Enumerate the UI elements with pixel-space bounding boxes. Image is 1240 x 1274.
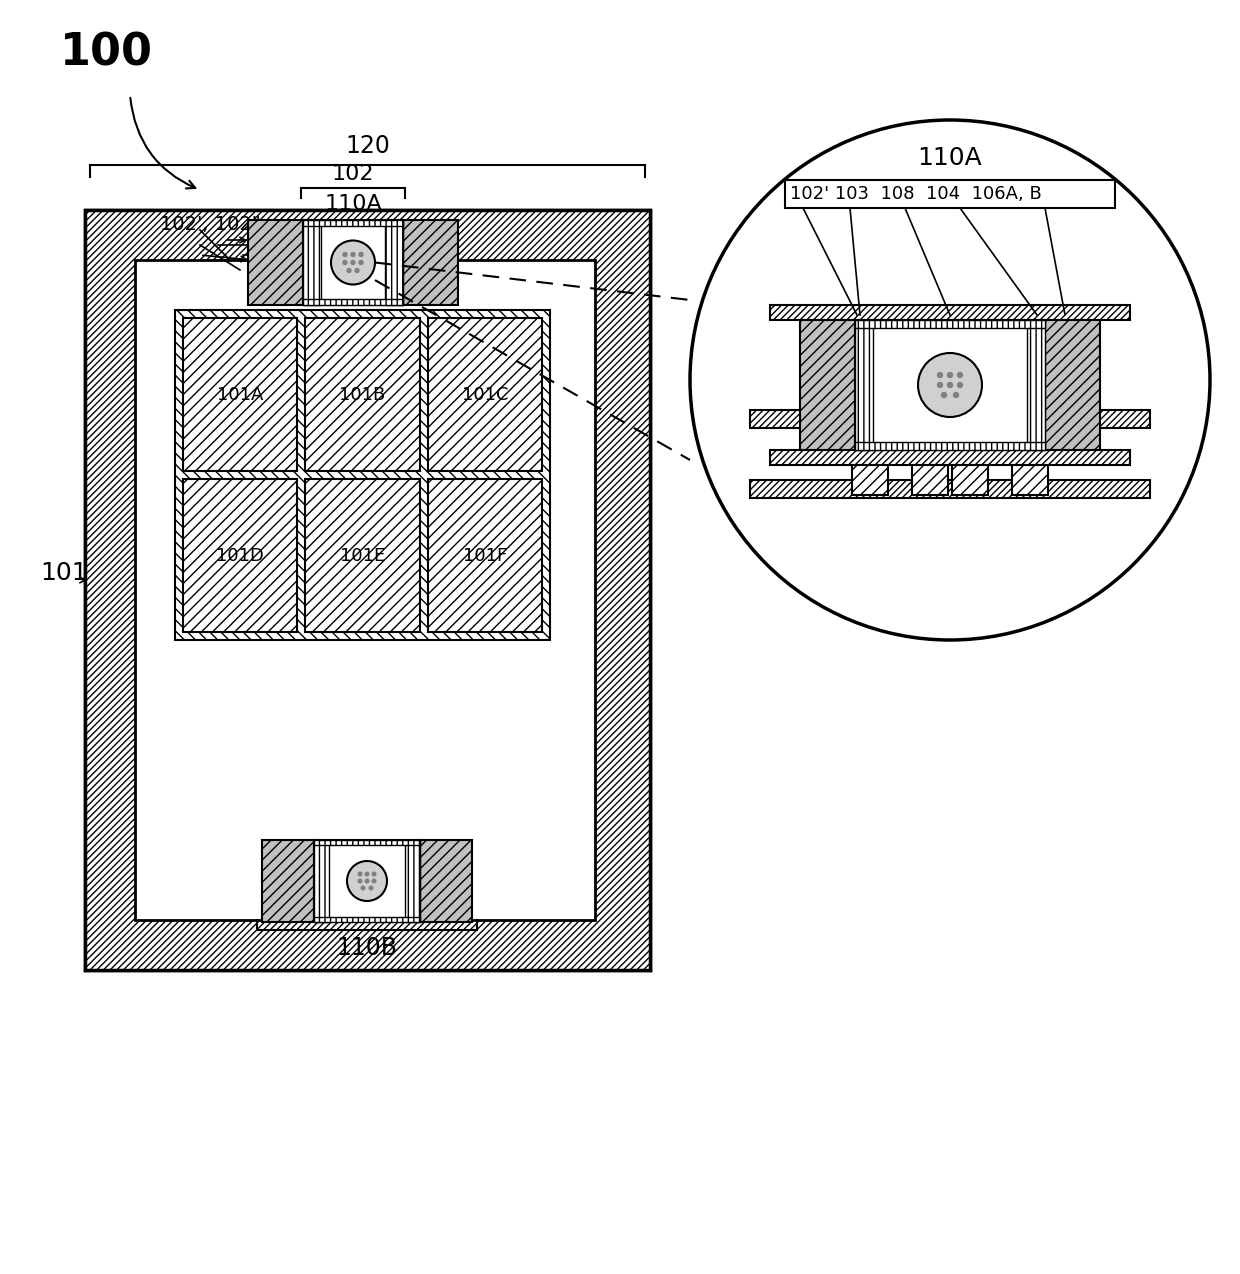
FancyArrowPatch shape: [130, 98, 196, 189]
Circle shape: [331, 241, 374, 284]
Bar: [428, 479, 542, 632]
Bar: [305, 318, 419, 471]
Bar: [135, 260, 595, 920]
Bar: [405, 840, 420, 922]
Text: 101F: 101F: [463, 547, 507, 564]
Circle shape: [360, 252, 363, 256]
Text: 101: 101: [40, 561, 88, 585]
Text: 102: 102: [332, 164, 374, 183]
Bar: [314, 840, 420, 922]
Bar: [770, 304, 1130, 320]
Bar: [262, 840, 314, 922]
Bar: [403, 220, 458, 304]
Circle shape: [947, 372, 952, 377]
Bar: [1045, 320, 1100, 450]
Bar: [184, 479, 298, 632]
Bar: [1012, 465, 1048, 496]
Circle shape: [360, 260, 363, 265]
Bar: [785, 180, 1115, 208]
Circle shape: [937, 372, 942, 377]
Circle shape: [358, 879, 362, 883]
Bar: [911, 465, 949, 496]
Circle shape: [361, 887, 365, 889]
Text: 120: 120: [345, 134, 389, 158]
Text: 101B: 101B: [340, 386, 386, 404]
Circle shape: [343, 260, 347, 265]
Bar: [184, 318, 298, 471]
Circle shape: [918, 353, 982, 417]
Bar: [952, 465, 988, 496]
Bar: [305, 479, 419, 632]
Text: 110B: 110B: [336, 936, 398, 961]
Bar: [86, 210, 650, 970]
Circle shape: [370, 887, 373, 889]
Bar: [856, 320, 873, 450]
Bar: [248, 220, 303, 304]
Circle shape: [372, 873, 376, 875]
Circle shape: [366, 873, 368, 875]
Bar: [770, 450, 1130, 465]
Bar: [314, 840, 420, 845]
Text: 110A: 110A: [918, 147, 982, 169]
Text: 101E: 101E: [340, 547, 386, 564]
Bar: [1027, 320, 1045, 450]
Bar: [303, 220, 403, 225]
Circle shape: [947, 382, 952, 387]
Bar: [750, 480, 1149, 498]
Bar: [856, 320, 1045, 327]
Circle shape: [372, 879, 376, 883]
Circle shape: [954, 392, 959, 397]
Text: 102' 103  108  104  106A, B: 102' 103 108 104 106A, B: [790, 185, 1042, 203]
Bar: [384, 220, 403, 304]
Bar: [750, 410, 1149, 428]
Circle shape: [358, 873, 362, 875]
Text: 100: 100: [60, 31, 153, 74]
Circle shape: [351, 260, 355, 265]
Bar: [800, 320, 856, 450]
Bar: [428, 318, 542, 471]
Bar: [852, 465, 888, 496]
Circle shape: [347, 861, 387, 901]
Text: 101C: 101C: [461, 386, 508, 404]
Circle shape: [355, 269, 360, 273]
Bar: [175, 310, 551, 640]
Circle shape: [957, 372, 962, 377]
Text: 102', 102": 102', 102": [160, 215, 260, 234]
Circle shape: [343, 252, 347, 256]
Bar: [314, 840, 329, 922]
Circle shape: [366, 879, 368, 883]
Bar: [303, 299, 403, 304]
Text: 101A: 101A: [217, 386, 263, 404]
Circle shape: [937, 382, 942, 387]
Bar: [856, 320, 1045, 450]
Bar: [420, 840, 472, 922]
Bar: [303, 220, 321, 304]
Circle shape: [351, 252, 355, 256]
Circle shape: [689, 120, 1210, 640]
Circle shape: [941, 392, 946, 397]
Bar: [86, 210, 650, 970]
Text: 101D: 101D: [216, 547, 264, 564]
Text: 110A: 110A: [324, 194, 382, 214]
Bar: [303, 220, 403, 304]
Bar: [314, 917, 420, 922]
Circle shape: [347, 269, 351, 273]
Bar: [856, 442, 1045, 450]
Circle shape: [957, 382, 962, 387]
